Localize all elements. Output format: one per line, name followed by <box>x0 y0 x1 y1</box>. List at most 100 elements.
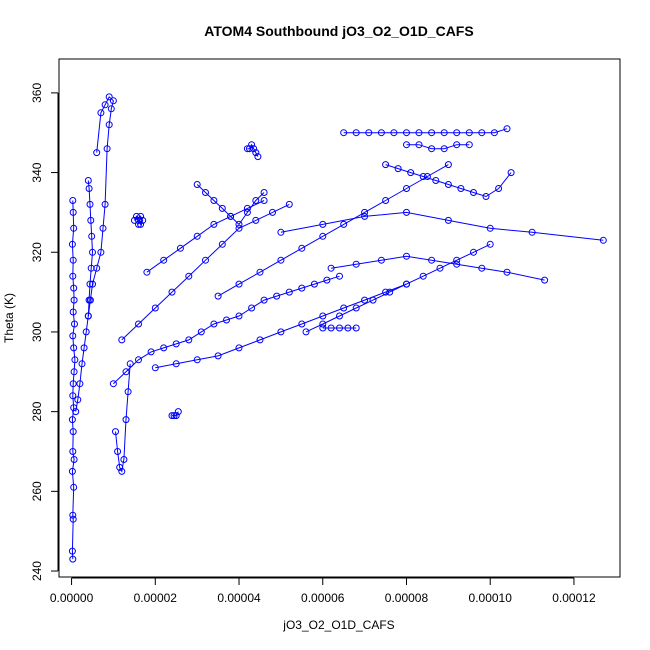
series-line <box>406 144 470 150</box>
data-point <box>457 185 465 192</box>
data-point <box>97 248 105 256</box>
data-point <box>103 145 111 153</box>
data-point <box>137 220 145 228</box>
data-point <box>486 224 494 232</box>
data-point <box>89 248 96 256</box>
data-point <box>210 320 218 328</box>
series-line <box>121 203 290 341</box>
data-point <box>88 232 96 240</box>
data-point <box>68 467 76 475</box>
plot-frame <box>58 58 621 578</box>
data-point <box>470 248 477 256</box>
data-point <box>256 268 264 276</box>
data-point <box>453 129 461 137</box>
data-point <box>85 185 93 192</box>
data-point <box>319 232 327 240</box>
data-point <box>151 304 159 312</box>
data-point <box>202 189 209 196</box>
data-point <box>599 236 607 244</box>
data-point <box>327 264 335 272</box>
data-point <box>436 264 444 272</box>
data-point <box>69 332 77 340</box>
data-point <box>74 396 82 404</box>
data-point <box>248 141 256 149</box>
data-point <box>76 380 84 388</box>
data-point <box>197 328 205 336</box>
series-line <box>133 215 144 226</box>
data-point <box>541 276 549 284</box>
data-point <box>218 240 226 248</box>
data-point <box>403 129 410 137</box>
data-point <box>407 169 415 177</box>
data-point <box>139 216 147 224</box>
data-point <box>252 216 260 224</box>
data-point <box>223 316 230 324</box>
data-point <box>202 256 209 264</box>
series-line <box>75 96 114 412</box>
data-point <box>69 511 77 519</box>
data-point <box>112 428 119 436</box>
x-tick-label: 0.00010 <box>469 591 513 605</box>
data-point <box>168 412 176 420</box>
data-point <box>403 185 410 192</box>
data-point <box>160 256 168 264</box>
data-point <box>185 272 193 280</box>
data-point <box>71 320 78 328</box>
data-point <box>273 292 281 300</box>
data-point <box>486 240 494 248</box>
data-point <box>252 197 260 204</box>
data-point <box>151 364 159 372</box>
data-point <box>214 352 222 360</box>
series-line <box>385 164 512 198</box>
x-tick-label: 0.00002 <box>134 591 178 605</box>
data-point <box>352 260 360 268</box>
data-point <box>193 232 201 240</box>
data-point <box>147 348 155 356</box>
data-point <box>246 145 253 153</box>
x-tick-label: 0.00012 <box>552 591 596 605</box>
data-point <box>235 344 243 352</box>
series-line <box>247 143 259 157</box>
data-point <box>403 208 410 216</box>
y-tick-label: 300 <box>30 322 44 342</box>
data-point <box>172 412 180 420</box>
data-point <box>137 212 145 220</box>
y-tick-label: 340 <box>30 162 44 182</box>
data-point <box>361 212 369 220</box>
data-point <box>97 109 105 117</box>
series-line <box>217 164 449 297</box>
data-point <box>78 360 86 368</box>
series-line <box>280 211 604 241</box>
data-point <box>235 224 243 232</box>
data-point <box>193 356 201 364</box>
data-point <box>465 141 473 149</box>
data-point <box>80 344 88 352</box>
data-point <box>172 340 180 348</box>
data-point <box>99 224 107 232</box>
series-line <box>113 275 340 385</box>
data-point <box>260 296 268 304</box>
x-tick-label: 0.00000 <box>50 591 94 605</box>
data-point <box>118 336 126 344</box>
series-line <box>343 128 508 134</box>
data-point <box>168 288 176 296</box>
data-point <box>185 336 193 344</box>
data-point <box>302 328 310 336</box>
data-point <box>361 296 369 304</box>
data-point <box>260 189 268 196</box>
data-point <box>340 220 348 228</box>
y-tick-label: 320 <box>30 242 44 262</box>
data-point <box>495 185 503 192</box>
data-point <box>70 344 78 352</box>
data-point <box>126 360 134 368</box>
data-point <box>135 320 142 328</box>
data-point <box>122 416 130 424</box>
data-point <box>377 129 385 137</box>
data-point <box>394 165 402 173</box>
data-point <box>440 145 448 153</box>
data-point <box>69 208 77 216</box>
data-point <box>135 356 142 364</box>
data-point <box>107 105 115 113</box>
data-point <box>193 181 201 188</box>
